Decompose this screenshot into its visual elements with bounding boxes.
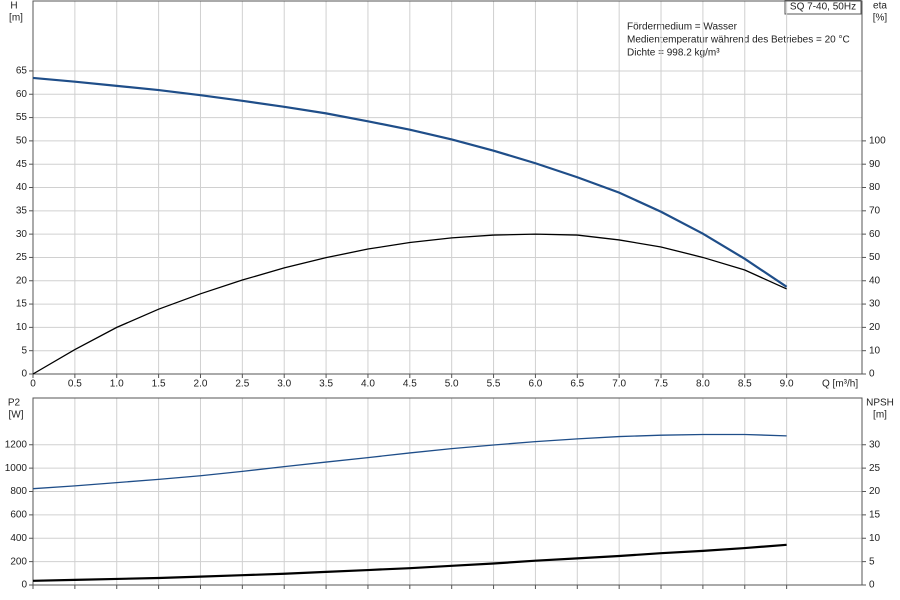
annotation: Fördermedium = Wasser	[627, 22, 738, 33]
y2-axis-label: eta	[873, 1, 887, 12]
y2-tick-label: 0	[869, 369, 875, 380]
plot-frame	[32, 397, 863, 586]
y2-tick-label: 10	[869, 533, 881, 544]
y-tick-label: 10	[16, 322, 28, 333]
y2-tick-label: 15	[869, 510, 881, 521]
y-tick-label: 45	[16, 159, 28, 170]
chart-title: SQ 7-40, 50Hz	[790, 2, 856, 13]
plot-frame	[32, 0, 863, 375]
y2-tick-label: 20	[869, 322, 881, 333]
x-tick-label: 5.5	[487, 379, 501, 390]
x-tick-label: 7.5	[654, 379, 668, 390]
x-tick-label: 0	[30, 379, 36, 390]
curve	[32, 543, 787, 582]
y-tick-label: 1000	[5, 463, 28, 474]
y-tick-label: 200	[10, 556, 27, 567]
x-tick-label: 0.5	[68, 379, 82, 390]
annotation: Dichte = 998.2 kg/m³	[627, 48, 720, 59]
x-tick-label: 9.0	[780, 379, 794, 390]
y2-axis-unit: [m]	[873, 410, 887, 421]
y-tick-label: 0	[21, 369, 27, 380]
y-axis-label: P2	[8, 398, 21, 409]
curve	[32, 233, 787, 375]
x-tick-label: 4.5	[403, 379, 417, 390]
x-tick-label: 3.5	[319, 379, 333, 390]
y2-tick-label: 60	[869, 229, 881, 240]
x-tick-label: 6.0	[528, 379, 542, 390]
x-tick-label: 1.0	[110, 379, 124, 390]
y2-tick-label: 100	[869, 136, 886, 147]
y2-axis-unit: [%]	[873, 13, 888, 24]
y2-tick-label: 40	[869, 275, 881, 286]
y-tick-label: 40	[16, 182, 28, 193]
y-tick-label: 30	[16, 229, 28, 240]
y2-tick-label: 25	[869, 463, 881, 474]
annotation: Medientemperatur während des Betriebes =…	[627, 35, 850, 46]
x-tick-label: 4.0	[361, 379, 375, 390]
y-tick-label: 65	[16, 66, 28, 77]
y-tick-label: 800	[10, 486, 27, 497]
y-tick-label: 5	[21, 345, 27, 356]
x-tick-label: 3.0	[277, 379, 291, 390]
y2-tick-label: 70	[869, 205, 881, 216]
y-tick-label: 600	[10, 510, 27, 521]
y-tick-label: 1200	[5, 439, 28, 450]
y-axis-unit: [W]	[9, 410, 24, 421]
y2-tick-label: 10	[869, 345, 881, 356]
y-tick-label: 35	[16, 205, 28, 216]
x-tick-label: 8.5	[738, 379, 752, 390]
y-tick-label: 15	[16, 299, 28, 310]
y2-tick-label: 5	[869, 556, 875, 567]
curve	[32, 76, 788, 288]
y2-tick-label: 0	[869, 580, 875, 591]
x-tick-label: 8.0	[696, 379, 710, 390]
y-tick-label: 400	[10, 533, 27, 544]
x-axis-label: Q [m³/h]	[822, 379, 858, 390]
y-tick-label: 60	[16, 89, 28, 100]
x-tick-label: 2.5	[235, 379, 249, 390]
x-tick-label: 7.0	[612, 379, 626, 390]
y-tick-label: 0	[21, 580, 27, 591]
y-tick-label: 20	[16, 275, 28, 286]
y-tick-label: 55	[16, 112, 28, 123]
y2-tick-label: 20	[869, 486, 881, 497]
y-tick-label: 25	[16, 252, 28, 263]
y-axis-unit: [m]	[9, 13, 23, 24]
y2-tick-label: 80	[869, 182, 881, 193]
title-box	[784, 0, 862, 15]
x-tick-label: 1.5	[152, 379, 166, 390]
x-tick-label: 5.0	[445, 379, 459, 390]
y2-tick-label: 50	[869, 252, 881, 263]
y-axis-label: H	[10, 1, 17, 12]
x-tick-label: 6.5	[570, 379, 584, 390]
x-tick-label: 2.0	[194, 379, 208, 390]
y-tick-label: 50	[16, 136, 28, 147]
y2-tick-label: 30	[869, 299, 881, 310]
y2-tick-label: 30	[869, 439, 881, 450]
y2-tick-label: 90	[869, 159, 881, 170]
y2-axis-label: NPSH	[866, 398, 894, 409]
curve	[32, 433, 787, 490]
